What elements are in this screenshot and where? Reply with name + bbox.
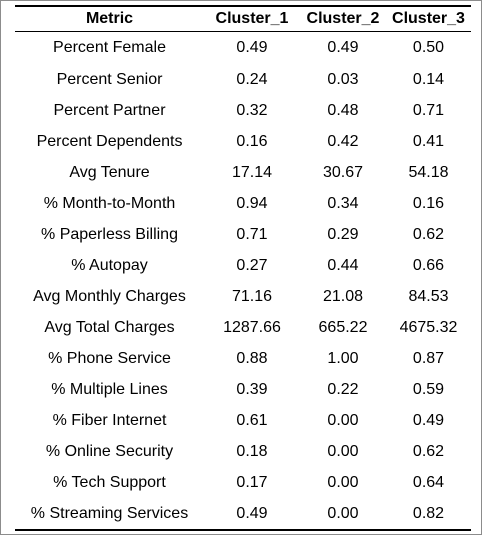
metric-cell: % Month-to-Month — [43, 194, 176, 212]
cluster-3-cell: 0.62 — [412, 225, 445, 243]
header-cluster-2: Cluster_2 — [300, 5, 386, 32]
cluster-2-cell: 0.42 — [327, 132, 359, 150]
table-row: Percent Female 0.49 0.49 0.50 — [15, 32, 471, 65]
metric-cell: % Fiber Internet — [52, 411, 167, 429]
cluster-1-cell: 0.71 — [236, 225, 268, 243]
cluster-2-cell: 665.22 — [318, 318, 368, 336]
table-row: Percent Partner 0.32 0.48 0.71 — [15, 95, 471, 126]
metric-cell: % Phone Service — [48, 349, 171, 367]
cluster-1-cell: 17.14 — [231, 163, 273, 181]
table-row: Percent Senior 0.24 0.03 0.14 — [15, 64, 471, 95]
table-row: Avg Total Charges 1287.66 665.22 4675.32 — [15, 312, 471, 343]
metric-cell: Percent Dependents — [36, 132, 183, 150]
cluster-2-cell: 0.00 — [327, 473, 359, 491]
cluster-2-cell: 0.03 — [327, 70, 359, 88]
cluster-1-cell: 0.18 — [236, 442, 268, 460]
table-row: % Phone Service 0.88 1.00 0.87 — [15, 343, 471, 374]
cluster-1-cell: 0.17 — [236, 473, 268, 491]
cluster-3-cell: 0.87 — [412, 349, 445, 367]
cluster-3-cell: 0.16 — [412, 194, 445, 212]
cluster-1-cell: 0.49 — [204, 498, 300, 531]
cluster-1-cell: 0.49 — [236, 39, 268, 56]
cluster-metrics-table: Metric Cluster_1 Cluster_2 Cluster_3 Per… — [15, 5, 471, 531]
cluster-1-cell: 71.16 — [231, 287, 273, 305]
cluster-3-cell: 84.53 — [408, 287, 449, 305]
cluster-3-cell: 0.71 — [412, 101, 445, 119]
cluster-3-cell: 0.14 — [412, 70, 445, 88]
cluster-2-cell: 21.08 — [322, 287, 364, 305]
metric-cell: Avg Total Charges — [44, 318, 175, 336]
cluster-3-cell: 0.50 — [412, 39, 445, 56]
cluster-2-cell: 0.29 — [327, 225, 359, 243]
table-body: Percent Female 0.49 0.49 0.50 Percent Senior… — [15, 32, 471, 531]
header-cluster-3: Cluster_3 — [386, 5, 471, 32]
cluster-2-cell: 0.48 — [327, 101, 359, 119]
cluster-1-cell: 0.39 — [236, 380, 268, 398]
cluster-3-cell: 54.18 — [408, 163, 449, 181]
cluster-3-cell: 0.41 — [412, 132, 445, 150]
cluster-1-cell: 0.24 — [236, 70, 268, 88]
cluster-2-cell: 0.49 — [327, 39, 359, 56]
cluster-3-cell: 0.66 — [412, 256, 445, 274]
metric-cell: Percent Female — [53, 39, 166, 56]
cluster-3-cell: 0.64 — [412, 473, 445, 491]
table-row: % Streaming Services 0.49 0.00 0.82 — [15, 498, 471, 531]
cluster-3-cell: 0.82 — [386, 498, 471, 531]
header-metric: Metric — [15, 5, 204, 32]
metric-cell: % Streaming Services — [15, 498, 204, 531]
metric-cell: % Online Security — [45, 442, 174, 460]
cluster-2-cell: 0.22 — [327, 380, 359, 398]
table-row: Avg Tenure 17.14 30.67 54.18 — [15, 157, 471, 188]
metric-cell: % Multiple Lines — [51, 380, 168, 398]
cluster-2-cell: 1.00 — [327, 349, 359, 367]
table-row: % Multiple Lines 0.39 0.22 0.59 — [15, 374, 471, 405]
cluster-2-cell: 0.00 — [327, 442, 359, 460]
table-row: % Autopay 0.27 0.44 0.66 — [15, 250, 471, 281]
metric-cell: Avg Tenure — [69, 163, 150, 181]
metric-cell: Percent Partner — [53, 101, 166, 119]
cluster-2-cell: 30.67 — [322, 163, 364, 181]
cluster-3-cell: 4675.32 — [399, 318, 458, 336]
table-row: % Fiber Internet 0.61 0.00 0.49 — [15, 405, 471, 436]
table-row: % Tech Support 0.17 0.00 0.64 — [15, 467, 471, 498]
cluster-3-cell: 0.62 — [412, 442, 445, 460]
cluster-2-cell: 0.00 — [300, 498, 386, 531]
table-row: % Online Security 0.18 0.00 0.62 — [15, 436, 471, 467]
cluster-2-cell: 0.34 — [327, 194, 359, 212]
metric-cell: % Autopay — [71, 256, 148, 274]
table-header: Metric Cluster_1 Cluster_2 Cluster_3 — [15, 5, 471, 32]
cluster-1-cell: 0.88 — [236, 349, 268, 367]
cluster-1-cell: 1287.66 — [223, 318, 281, 336]
cluster-2-cell: 0.44 — [327, 256, 359, 274]
cluster-2-cell: 0.00 — [327, 411, 359, 429]
cluster-1-cell: 0.61 — [236, 411, 268, 429]
table-row: % Paperless Billing 0.71 0.29 0.62 — [15, 219, 471, 250]
table-row: Avg Monthly Charges 71.16 21.08 84.53 — [15, 281, 471, 312]
metric-cell: Avg Monthly Charges — [33, 287, 186, 305]
metric-cell: % Tech Support — [53, 473, 166, 491]
cluster-3-cell: 0.49 — [412, 411, 445, 429]
cluster-1-cell: 0.32 — [236, 101, 268, 119]
cluster-3-cell: 0.59 — [412, 380, 445, 398]
header-cluster-1: Cluster_1 — [204, 5, 300, 32]
table-row: Percent Dependents 0.16 0.42 0.41 — [15, 126, 471, 157]
cluster-1-cell: 0.16 — [236, 132, 268, 150]
table-row: % Month-to-Month 0.94 0.34 0.16 — [15, 188, 471, 219]
cluster-1-cell: 0.27 — [236, 256, 268, 274]
header-row: Metric Cluster_1 Cluster_2 Cluster_3 — [15, 5, 471, 32]
metric-cell: Percent Senior — [56, 70, 163, 88]
metric-cell: % Paperless Billing — [41, 225, 178, 243]
cluster-1-cell: 0.94 — [236, 194, 268, 212]
